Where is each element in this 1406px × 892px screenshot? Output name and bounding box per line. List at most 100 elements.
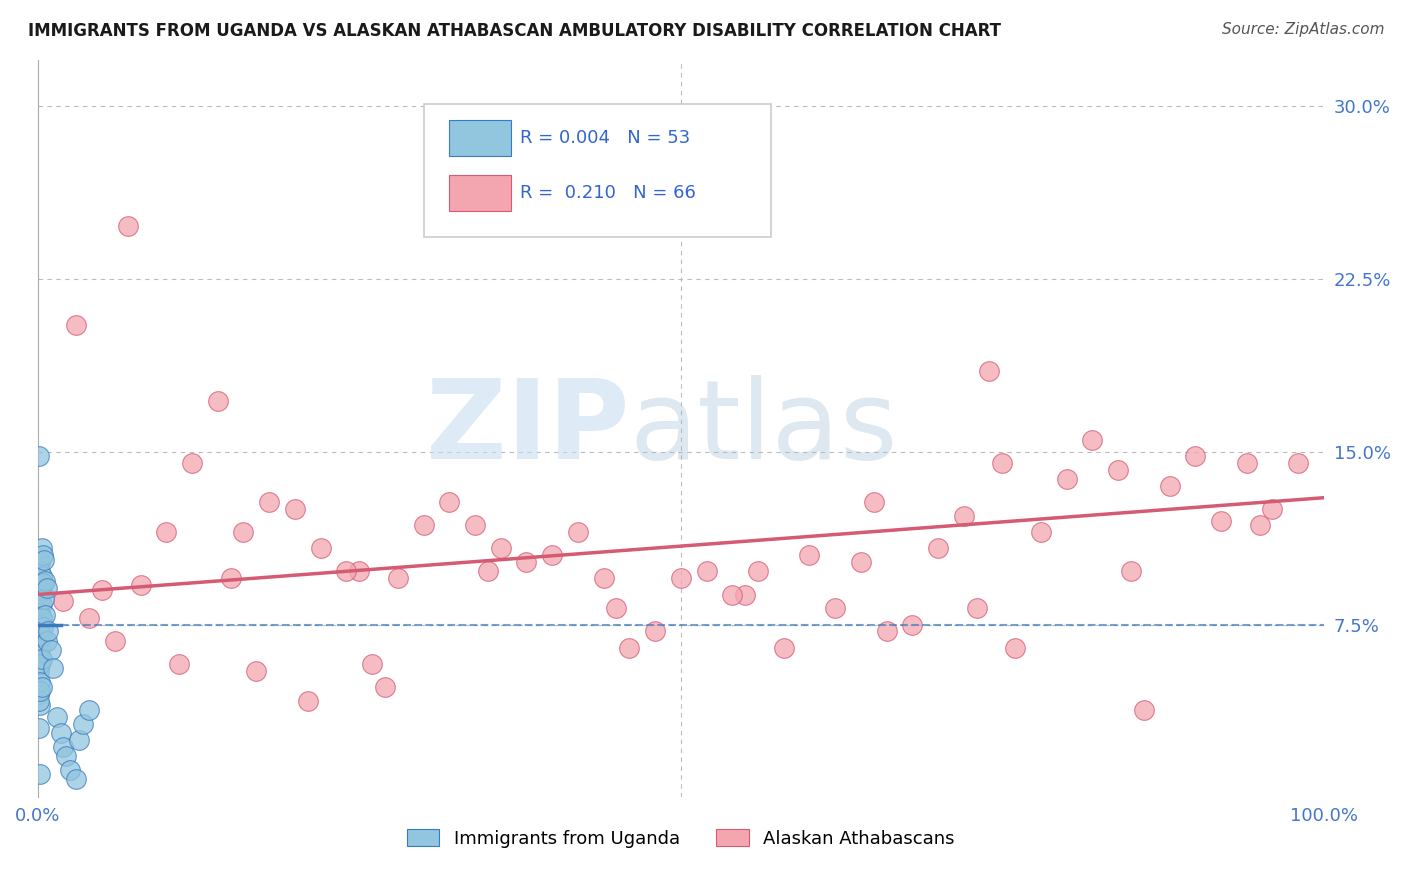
Point (232, 525, 254, 540)
Point (28, 624, 51, 639)
Point (541, 549, 564, 563)
Text: atlas: atlas (630, 375, 898, 482)
FancyBboxPatch shape (450, 176, 510, 211)
Point (1029, 525, 1052, 540)
Point (966, 601, 988, 615)
FancyBboxPatch shape (450, 120, 510, 155)
Point (979, 364, 1001, 378)
Point (696, 565, 718, 579)
Point (30, 565, 52, 579)
Point (31, 652, 53, 666)
Point (30, 594, 52, 608)
Point (245, 664, 267, 678)
Point (31, 541, 53, 556)
Point (181, 456, 204, 470)
Point (30, 767, 52, 781)
Point (31, 549, 53, 563)
Point (35, 633, 58, 648)
Point (155, 525, 177, 540)
Point (862, 495, 884, 509)
Point (77, 703, 100, 717)
Point (32, 553, 55, 567)
Point (952, 509, 974, 524)
Point (49, 726, 72, 740)
Point (31, 569, 53, 583)
Point (1081, 433, 1104, 447)
Point (91, 582, 114, 597)
Point (37, 624, 59, 639)
Point (52, 739, 75, 754)
Point (30, 640, 52, 655)
Point (349, 565, 371, 579)
Point (72, 716, 94, 731)
Point (30, 555, 52, 569)
Point (374, 680, 396, 694)
Point (927, 541, 949, 556)
Point (28, 571, 51, 585)
Point (65, 318, 87, 332)
Point (30, 675, 52, 690)
Point (28, 687, 51, 701)
Point (747, 565, 769, 579)
Point (1236, 456, 1258, 470)
Point (28, 615, 51, 630)
Point (28, 721, 51, 735)
Point (28, 664, 51, 678)
Point (104, 633, 127, 648)
Point (489, 541, 512, 556)
Point (67, 732, 90, 747)
Point (31, 610, 53, 624)
Point (387, 571, 409, 585)
Point (28, 693, 51, 707)
Point (34, 608, 56, 623)
Point (28, 601, 51, 615)
Point (31, 576, 53, 591)
FancyBboxPatch shape (423, 103, 770, 236)
Point (1119, 565, 1142, 579)
Text: R = 0.004   N = 53: R = 0.004 N = 53 (520, 128, 690, 147)
Point (477, 565, 499, 579)
Point (567, 525, 589, 540)
Point (515, 555, 537, 569)
Point (297, 693, 319, 707)
Point (1004, 640, 1026, 655)
Point (129, 578, 152, 592)
Point (1056, 472, 1078, 486)
Point (284, 502, 307, 516)
Point (605, 601, 627, 615)
Point (669, 571, 692, 585)
Point (412, 518, 434, 533)
Point (464, 518, 486, 533)
Point (59, 763, 82, 777)
Legend: Immigrants from Uganda, Alaskan Athabascans: Immigrants from Uganda, Alaskan Athabasc… (399, 822, 962, 855)
Point (1261, 502, 1284, 516)
Point (439, 495, 461, 509)
Point (34, 574, 56, 588)
Point (219, 571, 242, 585)
Point (1133, 703, 1156, 717)
Point (335, 565, 357, 579)
Point (167, 657, 190, 671)
Point (28, 633, 51, 648)
Point (31, 680, 53, 694)
Text: R =  0.210   N = 66: R = 0.210 N = 66 (520, 184, 696, 202)
Point (799, 549, 821, 563)
Point (207, 393, 229, 408)
Point (1159, 479, 1181, 493)
Point (30, 606, 52, 620)
Point (30, 617, 52, 632)
Point (65, 772, 87, 786)
Point (1286, 456, 1309, 470)
Point (30, 578, 52, 592)
Point (39, 643, 62, 657)
Point (35, 581, 58, 595)
Text: ZIP: ZIP (426, 375, 630, 482)
Point (55, 748, 77, 763)
Point (31, 597, 53, 611)
Point (619, 640, 641, 655)
Point (28, 648, 51, 662)
Point (117, 219, 139, 233)
Point (1184, 449, 1206, 463)
Point (592, 571, 614, 585)
Point (52, 594, 75, 608)
